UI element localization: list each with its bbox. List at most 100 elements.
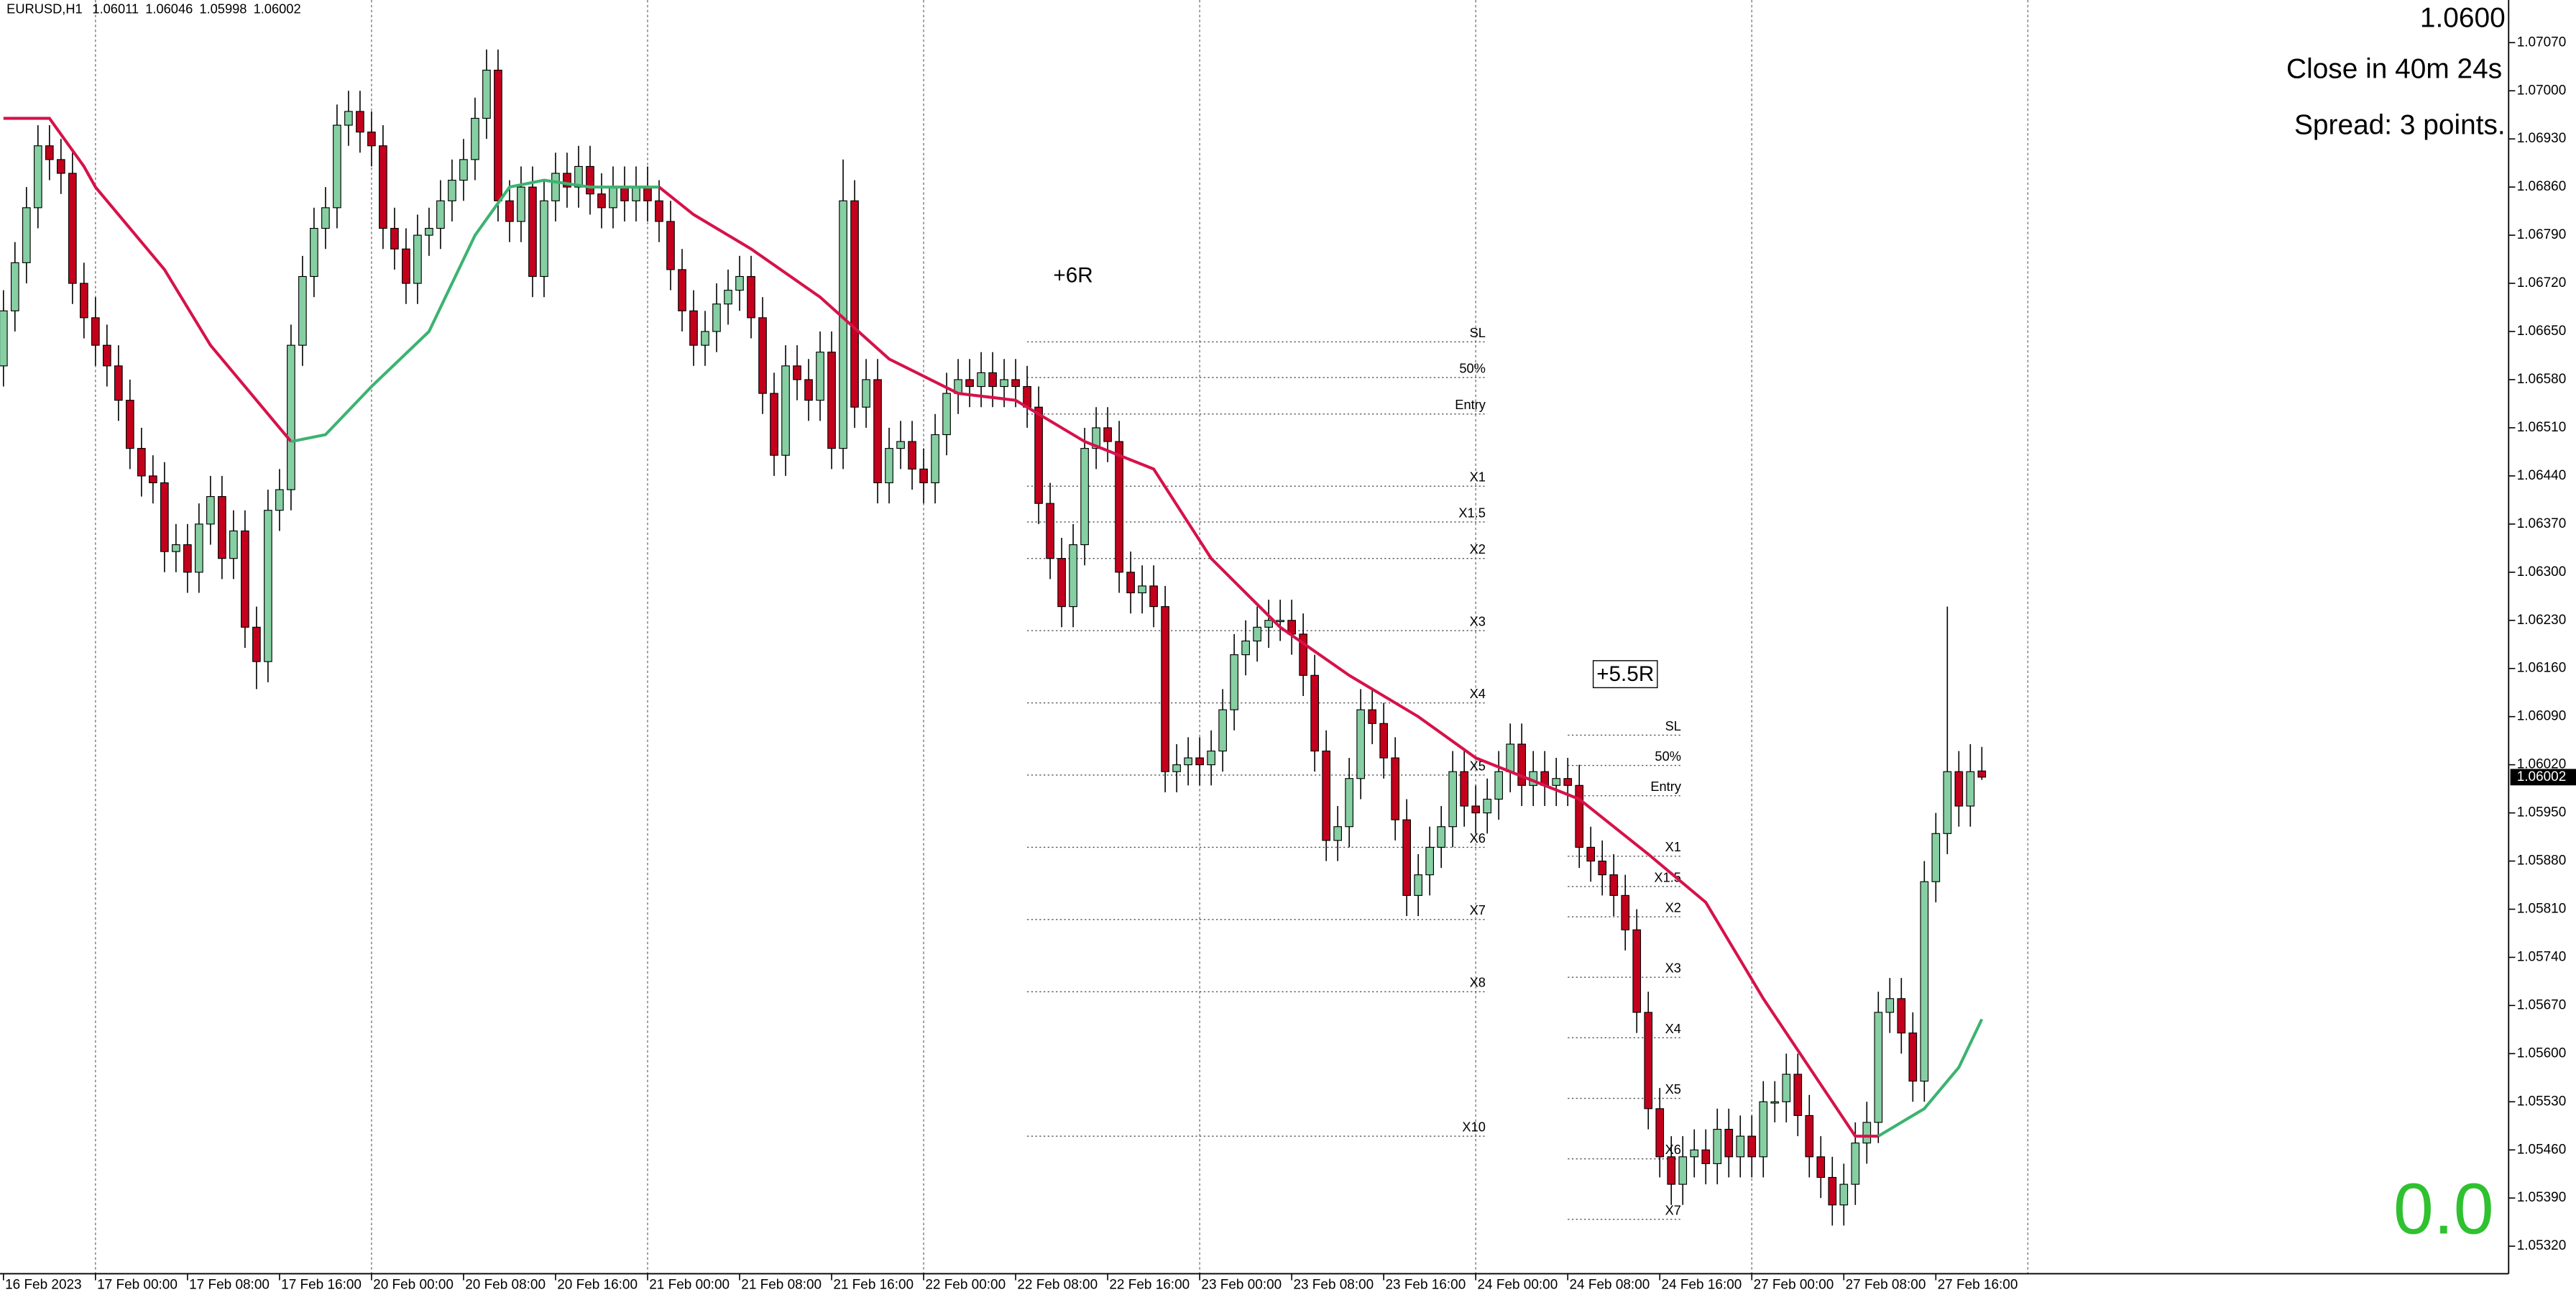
candle-body	[977, 372, 985, 388]
candle-body	[1701, 1149, 1711, 1164]
candle-body	[850, 200, 859, 408]
candle-body	[1621, 894, 1630, 930]
plot-area: SL 50% Entry X1 X1.5 X2 X3 X4 X5 X6 X7 X8 X10 SL 50% En…	[0, 0, 2029, 1274]
candle-body	[1000, 379, 1008, 388]
x-tick-label: 27 Feb 08:00	[1846, 1277, 1926, 1292]
candle-body	[1322, 750, 1330, 841]
x-tick-label: 20 Feb 16:00	[557, 1277, 638, 1292]
candle-body	[1253, 626, 1261, 642]
y-tick-label: 1.05740	[2517, 949, 2567, 964]
trade-level-label: X5	[1665, 1081, 1681, 1097]
candle-body	[908, 441, 916, 470]
candle-body	[333, 124, 341, 209]
candle-body	[517, 186, 525, 222]
candle-body	[1724, 1128, 1734, 1158]
candle-body	[896, 441, 905, 449]
current-price-box	[2510, 769, 2576, 786]
candle-body	[1046, 503, 1054, 559]
trade-level-label: X10	[1462, 1120, 1485, 1135]
candle-body	[1690, 1149, 1699, 1158]
candle-body	[1333, 826, 1342, 841]
candle-body	[206, 496, 215, 525]
candle-body	[1678, 1156, 1688, 1185]
candle-body	[1851, 1143, 1860, 1185]
y-tick-label: 1.05880	[2517, 853, 2567, 869]
trade-level-label: X6	[1470, 830, 1486, 846]
moving-average	[3, 116, 293, 443]
y-tick-label: 1.06580	[2517, 372, 2567, 387]
high: 1.06046	[145, 1, 193, 17]
trade-level-label: SL	[1665, 718, 1681, 733]
candle-body	[56, 159, 65, 174]
candle-body	[1092, 427, 1100, 449]
candle-body	[1506, 743, 1515, 772]
candle-body	[321, 207, 330, 229]
candle-body	[1241, 640, 1250, 656]
trade-level-label: X7	[1470, 902, 1486, 917]
candle-body	[1747, 1135, 1757, 1158]
x-tick-label: 21 Feb 00:00	[649, 1277, 730, 1292]
candle-body	[436, 200, 445, 229]
candle-body	[1736, 1135, 1745, 1158]
candle-body	[885, 448, 893, 484]
y-tick-label: 1.05950	[2517, 805, 2567, 820]
candle-body	[1609, 874, 1619, 896]
y-tick-label: 1.05670	[2517, 997, 2567, 1012]
candle-body	[1184, 757, 1192, 766]
candle-body	[1874, 1012, 1883, 1123]
moving-average	[658, 186, 1879, 1138]
current-price-label: 1.06002	[2517, 769, 2567, 784]
trade-level-label: X4	[1665, 1021, 1681, 1036]
x-tick-label: 16 Feb 2023	[5, 1277, 82, 1292]
moving-average	[1877, 1018, 1984, 1138]
info-countdown: Close in 40m 24s	[2286, 54, 2502, 85]
candle-body	[1816, 1156, 1826, 1178]
x-tick-label: 17 Feb 16:00	[281, 1277, 362, 1292]
candle-body	[91, 317, 100, 346]
candle-body	[540, 200, 548, 278]
candle-body	[241, 530, 249, 628]
candle-body	[781, 365, 790, 456]
trade-level-label: X4	[1470, 686, 1486, 701]
y-tick-label: 1.06230	[2517, 613, 2567, 628]
candle-body	[1069, 544, 1077, 608]
x-tick-label: 27 Feb 00:00	[1754, 1277, 1834, 1292]
y-tick-label: 1.06090	[2517, 709, 2567, 724]
candle-body	[1862, 1122, 1872, 1144]
candle-body	[597, 193, 606, 209]
candle-body	[551, 173, 560, 201]
candle-body	[873, 379, 882, 484]
candle-body	[1885, 998, 1895, 1013]
candle-body	[931, 434, 939, 484]
trade-level-label: 50%	[1459, 361, 1486, 376]
candle-body	[701, 331, 709, 346]
x-tick-label: 22 Feb 00:00	[925, 1277, 1006, 1292]
moving-average	[290, 178, 659, 444]
candle-body	[310, 227, 318, 278]
y-tick-label: 1.06650	[2517, 324, 2567, 339]
candle-body	[574, 165, 583, 188]
candle-body	[1966, 771, 1975, 807]
x-tick-label: 23 Feb 16:00	[1385, 1277, 1466, 1292]
x-tick-label: 17 Feb 08:00	[189, 1277, 270, 1292]
candle-body	[1517, 743, 1527, 786]
candle-body	[1632, 929, 1642, 1013]
candle-body	[1575, 784, 1584, 848]
x-tick-label: 20 Feb 08:00	[465, 1277, 546, 1292]
candle-body	[942, 393, 951, 436]
y-tick-label: 1.06300	[2517, 564, 2567, 580]
candle-body	[1471, 805, 1481, 814]
info-spread: Spread: 3 points.	[2294, 109, 2506, 140]
candle-body	[1483, 798, 1492, 814]
candle-body	[770, 393, 778, 456]
close: 1.06002	[254, 1, 301, 17]
candle-body	[1448, 771, 1458, 828]
trade-level-label: X2	[1665, 900, 1681, 915]
y-tick-label: 1.06860	[2517, 179, 2567, 194]
candle-body	[839, 200, 847, 449]
candle-body	[1402, 819, 1412, 896]
candle-body	[1080, 448, 1089, 546]
x-tick-label: 24 Feb 16:00	[1662, 1277, 1742, 1292]
trade-level-label: X1	[1470, 470, 1486, 485]
candle-body	[459, 159, 468, 181]
